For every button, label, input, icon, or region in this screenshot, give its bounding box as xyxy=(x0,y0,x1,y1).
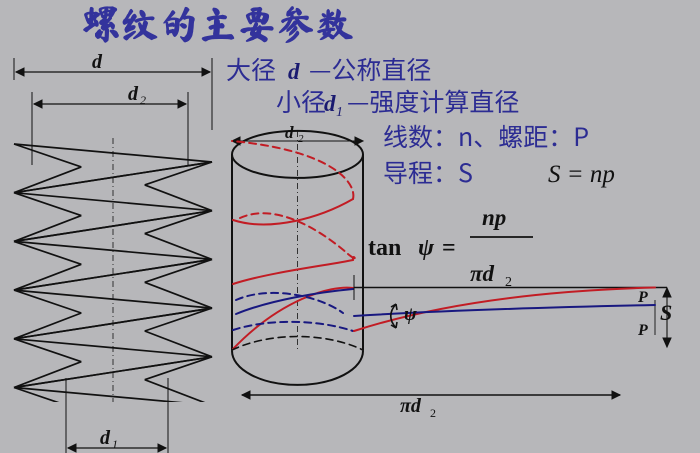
svg-text:—公称直径: —公称直径 xyxy=(309,51,431,87)
svg-text:ψ: ψ xyxy=(404,304,417,325)
svg-text:线数：n、螺距：P: 线数：n、螺距：P xyxy=(383,118,589,154)
svg-text:S: S xyxy=(660,300,672,325)
svg-text:ψ: ψ xyxy=(418,235,435,261)
svg-text:—强度计算直径: —强度计算直径 xyxy=(347,83,519,119)
svg-text:P: P xyxy=(637,289,648,306)
svg-text:d: d xyxy=(128,83,139,105)
svg-text:导程：S: 导程：S xyxy=(383,154,473,190)
svg-text:d: d xyxy=(92,51,103,73)
svg-text:P: P xyxy=(637,322,648,339)
svg-text:np: np xyxy=(482,205,506,230)
svg-text:πd: πd xyxy=(400,395,422,417)
svg-text:2: 2 xyxy=(430,406,436,420)
svg-text:=: = xyxy=(442,235,456,261)
svg-text:2: 2 xyxy=(140,93,146,107)
svg-text:小径: 小径 xyxy=(276,83,326,119)
svg-text:tan: tan xyxy=(368,235,401,261)
svg-text:1: 1 xyxy=(336,105,343,120)
svg-text:S = np: S = np xyxy=(548,161,615,188)
svg-text:d: d xyxy=(288,59,300,84)
svg-text:螺纹的主要参数: 螺纹的主要参数 xyxy=(82,5,355,44)
svg-text:2: 2 xyxy=(298,133,304,145)
svg-text:1: 1 xyxy=(112,437,118,451)
svg-text:d: d xyxy=(285,123,294,142)
svg-text:大径: 大径 xyxy=(226,51,276,87)
svg-text:d: d xyxy=(100,427,111,449)
svg-text:πd: πd xyxy=(470,261,495,286)
svg-text:d: d xyxy=(324,91,336,116)
